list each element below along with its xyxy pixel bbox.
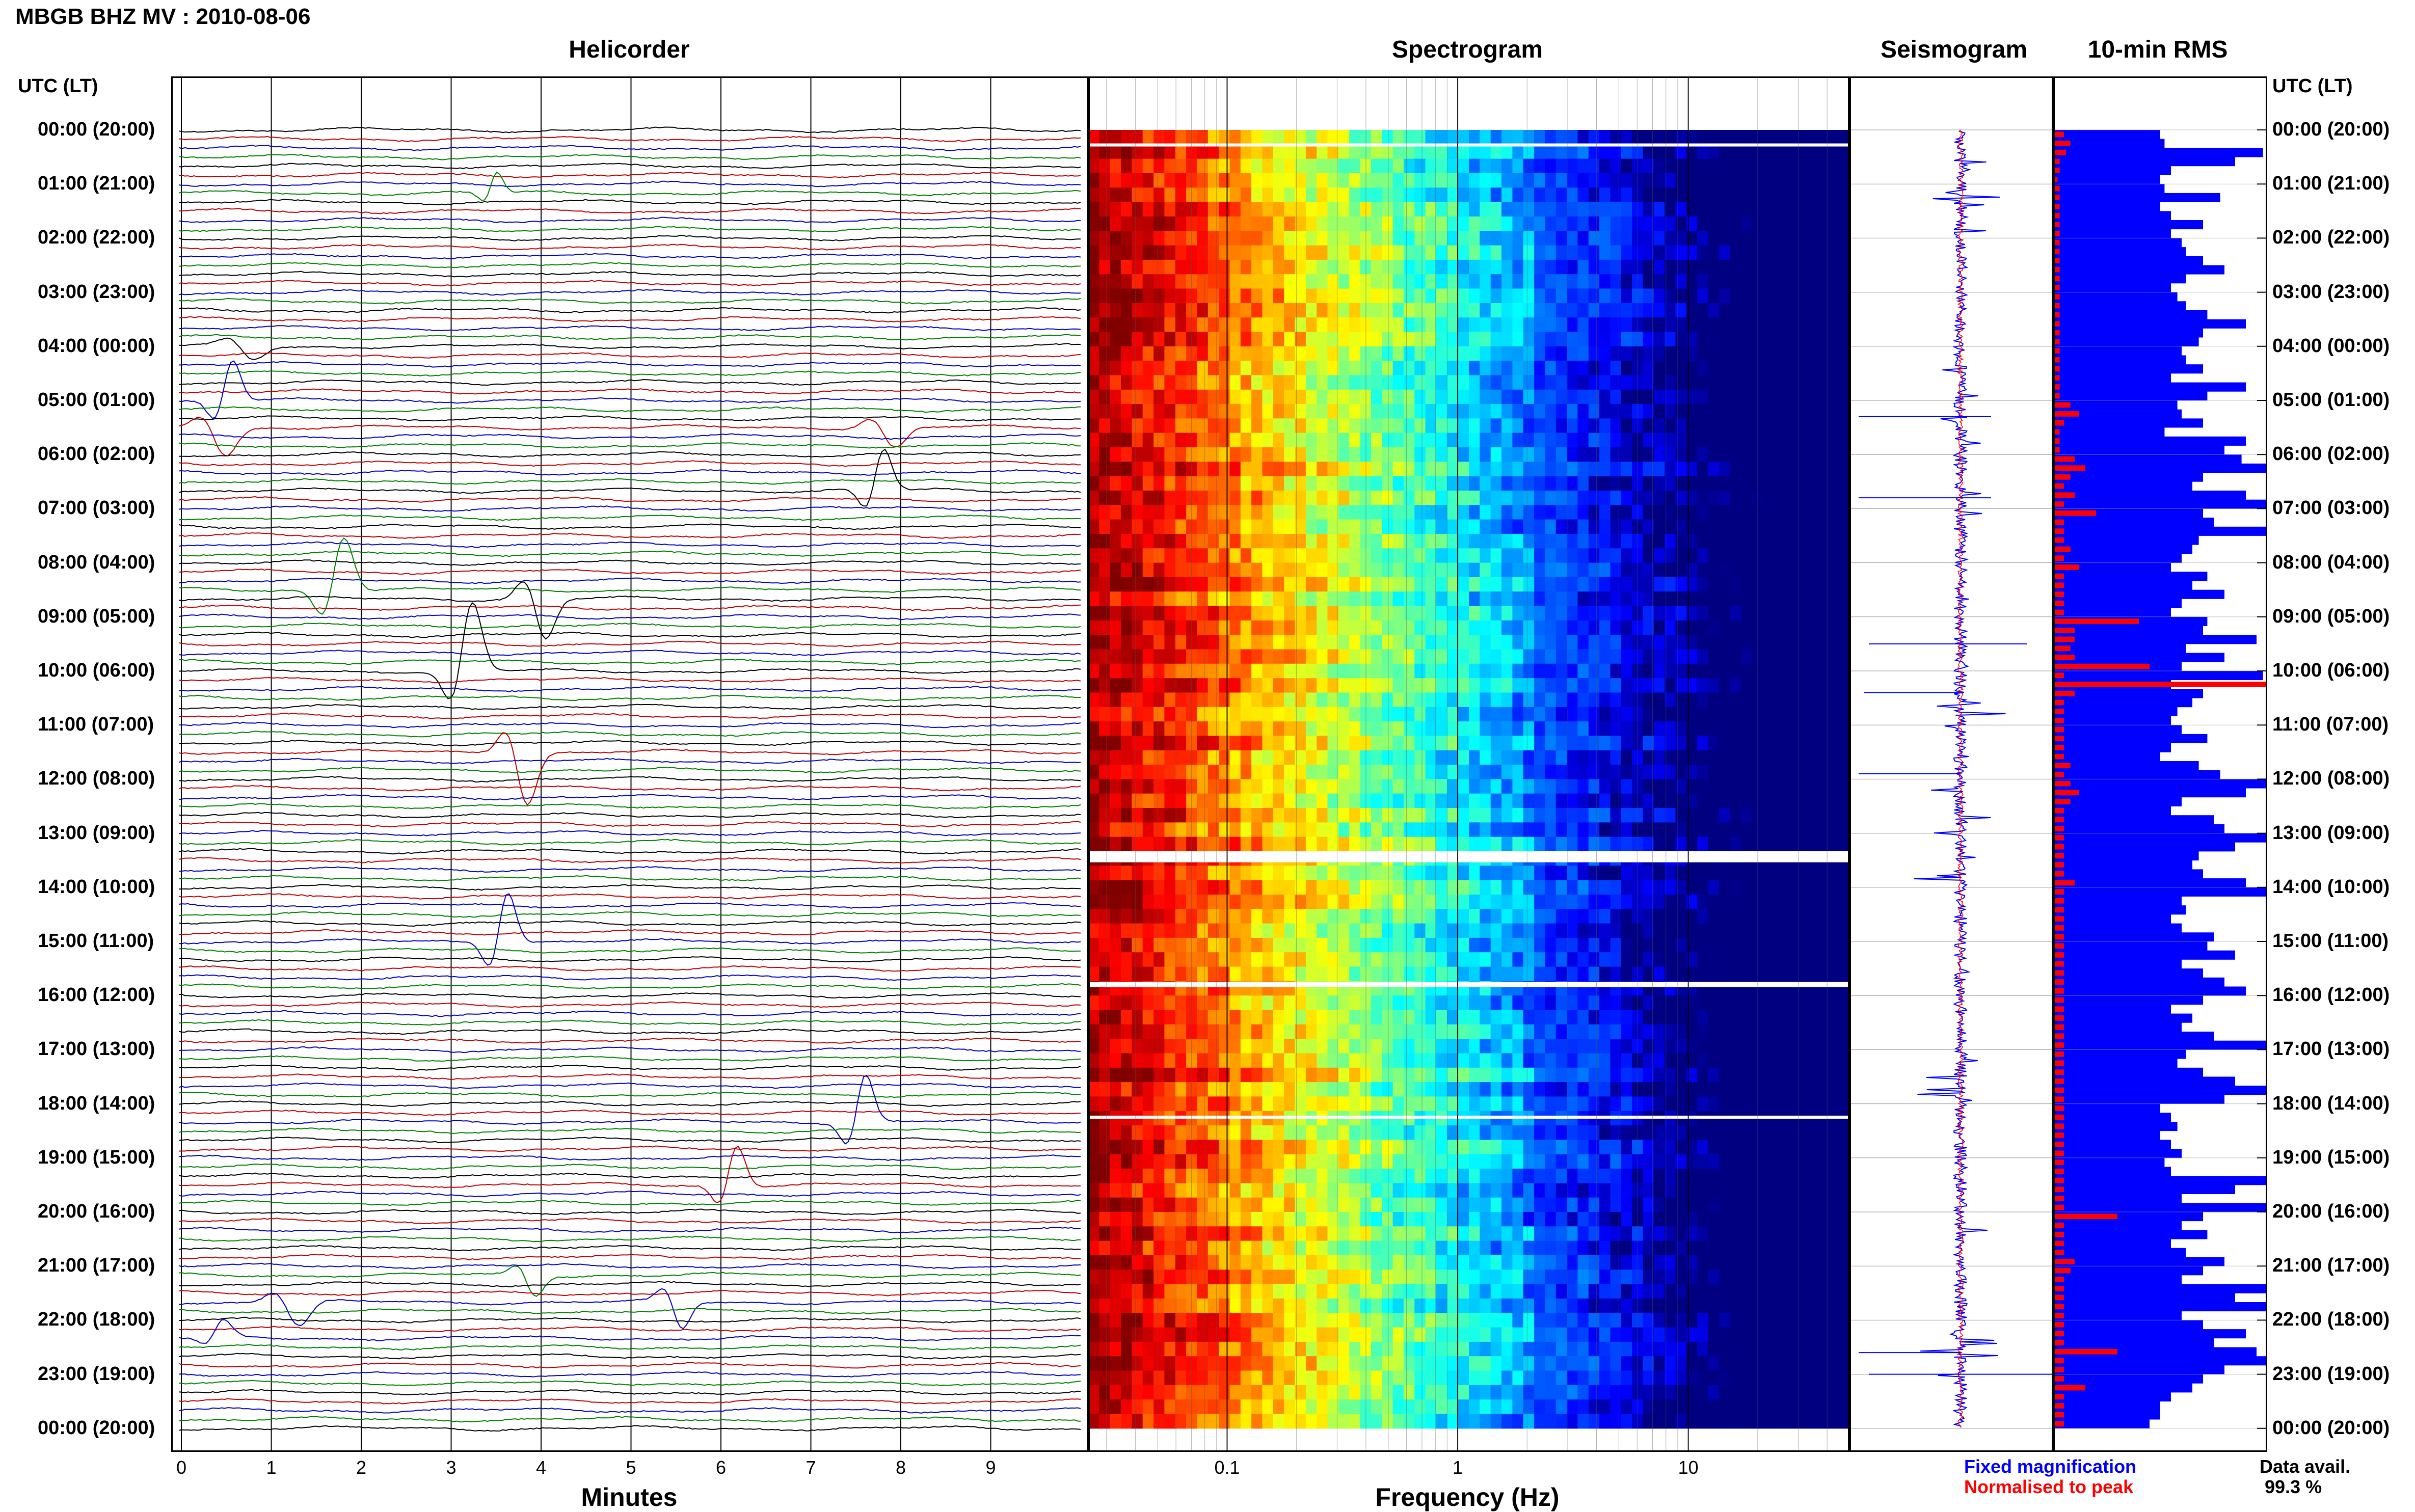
time-label-left-23: 23:00 (19:00) [38,1363,155,1385]
time-label-right-21: 21:00 (17:00) [2272,1255,2390,1277]
time-label-right-18: 18:00 (14:00) [2272,1093,2390,1115]
time-label-left-4: 04:00 (00:00) [38,335,155,357]
time-label-left-18: 18:00 (14:00) [38,1093,155,1115]
time-label-left-22: 22:00 (18:00) [38,1309,155,1331]
time-label-left-11: 11:00 (07:00) [38,714,154,736]
time-label-left-20: 20:00 (16:00) [38,1201,155,1223]
time-label-left-0: 00:00 (20:00) [38,119,155,141]
time-label-left-6: 06:00 (02:00) [38,443,155,465]
time-label-right-9: 09:00 (05:00) [2272,606,2390,628]
time-label-right-23: 23:00 (19:00) [2272,1363,2390,1385]
time-label-left-7: 07:00 (03:00) [38,497,155,519]
time-label-right-5: 05:00 (01:00) [2272,389,2390,411]
time-label-left-21: 21:00 (17:00) [38,1255,155,1277]
time-label-right-6: 06:00 (02:00) [2272,443,2390,465]
utc-header-left: UTC (LT) [18,75,98,97]
time-label-left-16: 16:00 (12:00) [38,984,155,1006]
time-label-right-22: 22:00 (18:00) [2272,1309,2390,1331]
helicorder-title: Helicorder [569,36,689,64]
time-label-left-14: 14:00 (10:00) [38,876,155,898]
time-label-right-8: 08:00 (04:00) [2272,552,2390,574]
time-label-right-24: 00:00 (20:00) [2272,1417,2390,1439]
time-label-right-15: 15:00 (11:00) [2272,930,2389,952]
time-label-left-9: 09:00 (05:00) [38,606,155,628]
time-label-left-13: 13:00 (09:00) [38,822,155,844]
time-label-left-2: 02:00 (22:00) [38,227,155,249]
time-label-left-8: 08:00 (04:00) [38,552,155,574]
time-label-right-4: 04:00 (00:00) [2272,335,2390,357]
time-label-right-11: 11:00 (07:00) [2272,714,2389,736]
time-label-right-2: 02:00 (22:00) [2272,227,2390,249]
time-label-right-10: 10:00 (06:00) [2272,660,2390,682]
utc-header-right: UTC (LT) [2272,75,2353,97]
station-title: MBGB BHZ MV : 2010-08-06 [15,4,310,30]
seismogram-title: Seismogram [1881,36,2027,64]
time-label-right-0: 00:00 (20:00) [2272,119,2390,141]
time-label-right-1: 01:00 (21:00) [2272,173,2390,195]
time-label-right-16: 16:00 (12:00) [2272,984,2390,1006]
time-label-right-12: 12:00 (08:00) [2272,768,2390,790]
time-label-left-10: 10:00 (06:00) [38,660,155,682]
time-label-right-17: 17:00 (13:00) [2272,1038,2390,1060]
time-label-left-24: 00:00 (20:00) [38,1417,155,1439]
time-label-left-15: 15:00 (11:00) [38,930,154,952]
time-label-left-19: 19:00 (15:00) [38,1147,155,1169]
time-label-right-7: 07:00 (03:00) [2272,497,2390,519]
time-label-right-19: 19:00 (15:00) [2272,1147,2390,1169]
time-label-left-5: 05:00 (01:00) [38,389,155,411]
time-label-left-12: 12:00 (08:00) [38,768,155,790]
time-label-left-17: 17:00 (13:00) [38,1038,155,1060]
time-label-right-14: 14:00 (10:00) [2272,876,2390,898]
time-label-left-1: 01:00 (21:00) [38,173,155,195]
rms-title: 10-min RMS [2088,36,2228,64]
spectrogram-title: Spectrogram [1392,36,1543,64]
time-label-right-3: 03:00 (23:00) [2272,281,2390,303]
time-label-right-13: 13:00 (09:00) [2272,822,2390,844]
time-label-left-3: 03:00 (23:00) [38,281,155,303]
time-label-right-20: 20:00 (16:00) [2272,1201,2390,1223]
